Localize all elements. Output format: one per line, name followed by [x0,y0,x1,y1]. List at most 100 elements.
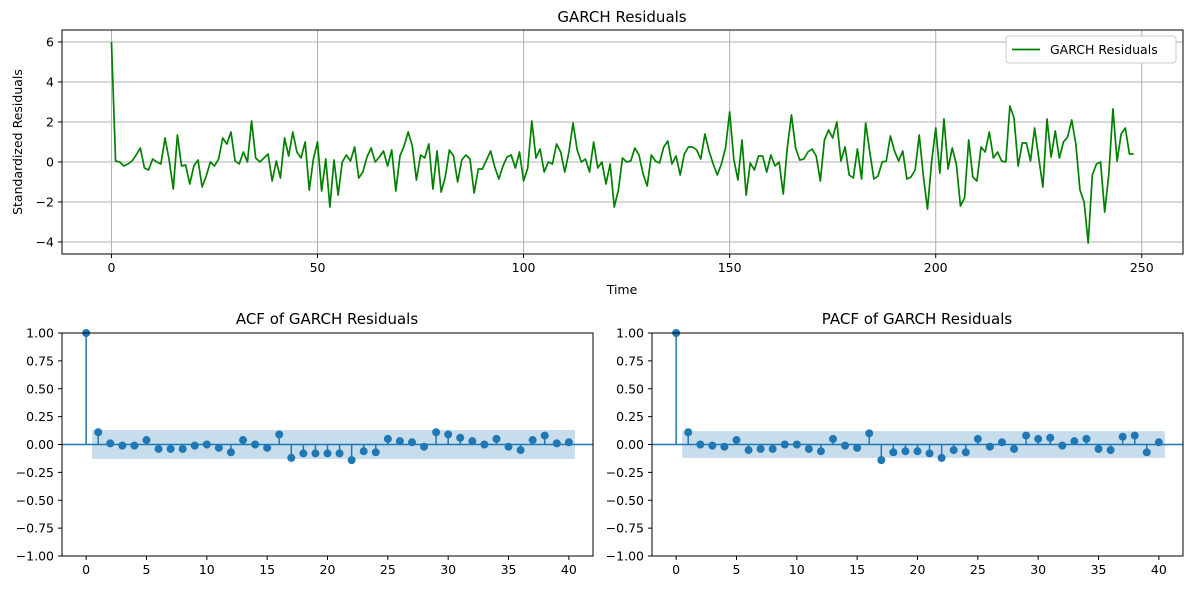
pacf-y-tick-label: 1.00 [616,326,644,341]
acf-x-tick-label: 20 [320,562,336,577]
acf-stem-marker [154,444,163,453]
pacf-stem-marker [792,440,801,449]
pacf-x-tick-label: 15 [849,562,865,577]
pacf-stem-marker [1022,431,1031,440]
pacf-stem-marker [1094,444,1103,453]
acf-stem-marker [335,449,344,458]
acf-stem-marker [444,430,453,439]
pacf-x-tick-label: 10 [789,562,805,577]
pacf-stem-marker [1046,433,1055,442]
pacf-y-tick-label: −0.50 [606,493,644,508]
residuals-y-tick-label: −2 [36,195,54,210]
acf-stem-marker [226,448,235,457]
acf-stem-marker [214,443,223,452]
acf-stem-marker [371,448,380,457]
residuals-x-tick-label: 50 [310,260,326,275]
pacf-x-tick-label: 30 [1030,562,1046,577]
pacf-x-tick-label: 25 [970,562,986,577]
residuals-x-tick-label: 150 [718,260,742,275]
acf-stem-marker [142,436,151,445]
legend-box [1005,35,1177,64]
acf-stems [82,329,573,465]
acf-stem-marker [323,449,332,458]
pacf-y-tick-label: −1.00 [606,549,644,564]
acf-x-tick-label: 25 [380,562,396,577]
acf-x-tick-label: 40 [561,562,577,577]
residuals-y-tick-label: −4 [36,235,54,250]
pacf-stem-marker [1010,444,1019,453]
pacf-stem-marker [901,447,910,456]
acf-stem-marker [492,434,501,443]
acf-y-ticks: −1.00 −0.75 −0.50 −0.25 0.00 0.25 0.50 0.75 1.00 [16,326,62,564]
pacf-stem-marker [1130,431,1139,440]
residuals-x-tick-label: 0 [107,260,115,275]
residuals-x-axis-label: Time [606,282,638,297]
acf-stem-marker [395,437,404,446]
acf-stem-marker [166,444,175,453]
pacf-stems [672,329,1163,465]
pacf-stem-marker [949,446,958,455]
pacf-stem-marker [1058,441,1067,450]
pacf-stem-marker [780,440,789,449]
pacf-stem-marker [961,448,970,457]
pacf-x-tick-label: 40 [1151,562,1167,577]
residuals-x-tick-label: 250 [1130,260,1154,275]
pacf-stem-marker [1106,446,1115,455]
acf-chart-title: ACF of GARCH Residuals [236,310,419,328]
pacf-stem-marker [1070,437,1079,446]
pacf-stem-marker [973,434,982,443]
pacf-chart: PACF of GARCH Residuals 0 5 10 15 20 25 30 35 40… [606,310,1184,577]
acf-stem-marker [118,441,127,450]
pacf-stem-marker [1154,438,1163,447]
pacf-y-tick-label: 0.00 [616,437,644,452]
pacf-stem-marker [1034,434,1043,443]
pacf-stem-marker [1082,434,1091,443]
acf-stem-marker [94,428,103,437]
acf-x-tick-label: 15 [259,562,275,577]
pacf-chart-title: PACF of GARCH Residuals [822,310,1013,328]
pacf-y-tick-label: 0.25 [616,409,644,424]
residuals-series-line [110,41,1134,244]
residuals-y-axis-label: Standardized Residuals [10,69,25,215]
acf-stem-marker [480,440,489,449]
acf-stem-marker [311,449,320,458]
acf-stem-marker [420,442,429,451]
pacf-axes-frame [651,332,1184,557]
acf-stem-marker [407,438,416,447]
pacf-stem-marker [925,449,934,458]
pacf-x-tick-label: 35 [1091,562,1107,577]
acf-stem-marker [130,441,139,450]
pacf-y-tick-label: 0.75 [616,353,644,368]
acf-y-tick-label: −0.50 [16,493,54,508]
residuals-x-ticks: 0 50 100 150 200 250 [107,254,1154,275]
residuals-line-chart: GARCH Residuals Time Standardized Residu… [10,8,1184,297]
acf-stem-marker [359,447,368,456]
acf-y-tick-label: −0.25 [16,465,54,480]
acf-stem-marker [251,440,260,449]
residuals-grid [62,30,1183,254]
acf-stem-marker [552,439,561,448]
pacf-stem-marker [1118,432,1127,441]
residuals-axes-frame [61,29,1184,255]
pacf-stem-marker [744,446,753,455]
acf-stem-marker [299,449,308,458]
pacf-x-tick-label: 20 [910,562,926,577]
acf-stem-marker [504,442,513,451]
acf-stem-marker [275,430,284,439]
pacf-stem-marker [829,434,838,443]
pacf-y-tick-label: −0.25 [606,465,644,480]
acf-y-tick-label: 0.25 [26,409,54,424]
pacf-stem-marker [804,444,813,453]
residuals-x-tick-label: 200 [924,260,948,275]
acf-stem-marker [468,437,477,446]
acf-x-tick-label: 35 [501,562,517,577]
pacf-y-tick-label: −0.75 [606,521,644,536]
pacf-x-tick-label: 0 [672,562,680,577]
acf-x-tick-label: 10 [199,562,215,577]
pacf-stem-marker [889,448,898,457]
pacf-stem-marker [756,444,765,453]
residuals-y-tick-label: 4 [46,75,54,90]
acf-stem-marker [347,456,356,465]
residuals-chart-title: GARCH Residuals [557,8,686,26]
